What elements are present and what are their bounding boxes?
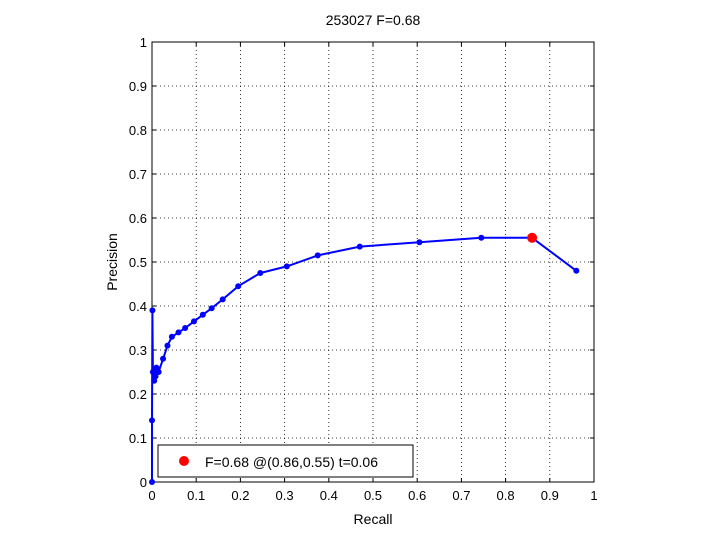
- y-tick-label: 0.4: [129, 299, 147, 314]
- x-tick-label: 0.3: [276, 488, 294, 503]
- x-tick-label: 1: [590, 488, 597, 503]
- best-f-point: [527, 232, 538, 243]
- x-axis-label: Recall: [354, 511, 393, 527]
- data-point: [149, 307, 156, 314]
- legend-box: [157, 444, 414, 478]
- data-point: [164, 342, 171, 349]
- data-point: [155, 369, 162, 375]
- y-tick-label: 0.3: [129, 343, 147, 358]
- series-group: [149, 232, 580, 485]
- y-axis-label: Precision: [104, 233, 120, 291]
- data-point: [199, 311, 206, 318]
- data-point: [356, 243, 363, 250]
- legend: F=0.68 @(0.86,0.55) t=0.06: [157, 444, 414, 478]
- y-tick-label: 0.9: [129, 79, 147, 94]
- y-tick-label: 0.8: [129, 123, 147, 138]
- data-point: [235, 283, 242, 290]
- y-tick-label: 1: [140, 35, 147, 50]
- y-tick-label: 0.6: [129, 211, 147, 226]
- chart-title: 253027 F=0.68: [326, 12, 421, 28]
- data-point: [175, 329, 182, 336]
- data-point: [160, 355, 167, 362]
- data-point: [478, 234, 485, 241]
- y-tick-label: 0.2: [129, 387, 147, 402]
- data-point: [314, 252, 321, 259]
- data-point: [416, 239, 423, 246]
- y-tick-label: 0.1: [129, 431, 147, 446]
- legend-marker: [179, 456, 189, 466]
- y-tick-label: 0.5: [129, 255, 147, 270]
- x-tick-label: 0.7: [452, 488, 470, 503]
- data-point: [283, 263, 290, 270]
- data-point: [168, 333, 175, 340]
- grid: [152, 42, 594, 482]
- x-axis: 0 0.1 0.2 0.3 0.4 0.5 0.6 0.7 0.8 0.9 1: [148, 42, 598, 503]
- y-axis: 0 0.1 0.2 0.3 0.4 0.5 0.6 0.7 0.8 0.9 1: [129, 35, 594, 490]
- data-point: [190, 318, 197, 325]
- legend-label: F=0.68 @(0.86,0.55) t=0.06: [205, 454, 378, 470]
- data-point: [208, 305, 215, 312]
- data-point: [149, 479, 155, 485]
- data-point: [573, 267, 580, 274]
- x-tick-label: 0.5: [364, 488, 382, 503]
- data-point: [149, 369, 156, 375]
- y-tick-label: 0.7: [129, 167, 147, 182]
- data-point: [219, 296, 226, 303]
- x-tick-label: 0.2: [231, 488, 249, 503]
- data-point: [257, 270, 264, 276]
- x-tick-label: 0.6: [408, 488, 426, 503]
- x-tick-label: 0: [148, 488, 155, 503]
- data-point: [152, 373, 159, 380]
- data-point: [149, 417, 155, 424]
- x-tick-label: 0.9: [541, 488, 559, 503]
- x-tick-label: 0.4: [320, 488, 338, 503]
- y-tick-label: 0: [140, 475, 147, 490]
- data-point: [182, 325, 189, 331]
- x-tick-label: 0.8: [497, 488, 515, 503]
- x-tick-label: 0.1: [187, 488, 205, 503]
